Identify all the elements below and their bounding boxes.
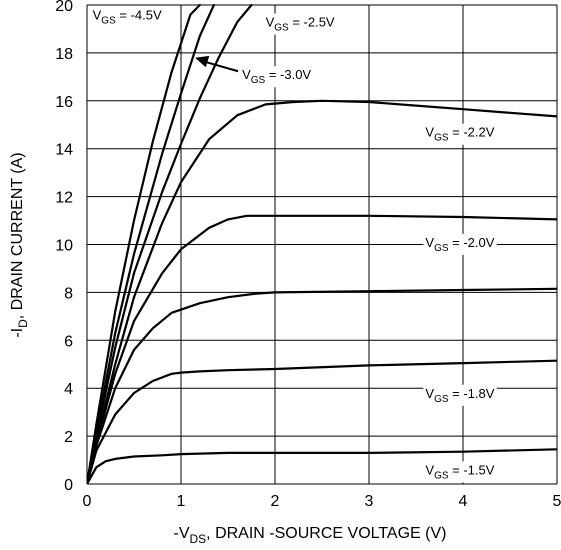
y-tick-label: 16 (55, 94, 73, 111)
y-tick-label: 14 (55, 142, 73, 159)
curve-label-vgs_m1_5: VGS = -1.5V (425, 462, 494, 481)
curve-label-bg (90, 6, 164, 28)
curve-vgs_m1_5 (87, 448, 557, 484)
curve-label-bg (263, 13, 337, 35)
curve-label-vgs_m2_5: VGS = -2.5V (266, 15, 335, 34)
curve-label-bg (423, 384, 497, 406)
y-tick-label: 12 (55, 190, 73, 207)
y-tick-label: 2 (64, 429, 73, 446)
curve-label-bg (240, 66, 314, 88)
curve-vgs_m2_0 (87, 214, 557, 484)
y-tick-label: 6 (64, 333, 73, 350)
y-tick-label: 20 (55, 0, 73, 15)
y-tick-label: 8 (64, 285, 73, 302)
curve-label-bg (423, 461, 497, 483)
chart-curves (87, 4, 557, 484)
annotation-arrow-head (195, 55, 210, 68)
annotation-arrow-line (200, 59, 239, 73)
y-axis-title: -ID, DRAIN CURRENT (A) (9, 152, 30, 337)
x-tick-label: 0 (83, 493, 92, 510)
x-tick-label: 5 (553, 493, 561, 510)
curve-labels: VGS = -4.5V VGS = -2.5V VGS = -3.0V VGS = -… (90, 6, 497, 483)
curve-vgs_m1_6 (87, 359, 557, 484)
curve-vgs_m3_0 (87, 4, 215, 484)
x-tick-label: 2 (271, 493, 280, 510)
curve-label-vgs_m4_5: VGS = -4.5V (93, 7, 162, 26)
x-tick-label: 4 (459, 493, 468, 510)
curve-label-vgs_m3_0: VGS = -3.0V (242, 67, 311, 86)
y-tick-label: 10 (55, 238, 73, 255)
y-tick-label: 18 (55, 46, 73, 63)
curve-vgs_m2_5 (87, 4, 253, 484)
curve-label-vgs_m1_8: VGS = -1.8V (425, 386, 494, 405)
chart-grid (86, 4, 558, 485)
y-tick-label: 4 (64, 381, 73, 398)
x-tick-label: 1 (177, 493, 186, 510)
curve-label-bg (423, 233, 497, 255)
curve-label-vgs_m2_2: VGS = -2.2V (425, 125, 494, 144)
curve-label-bg (423, 123, 497, 145)
curve-vgs_m1_8 (87, 287, 557, 484)
y-tick-label: 0 (64, 477, 73, 494)
curve-vgs_m4_5 (87, 4, 201, 484)
x-axis-title: -VDS, DRAIN -SOURCE VOLTAGE (V) (174, 525, 447, 546)
curve-vgs_m2_2 (87, 99, 557, 484)
curve-label-vgs_m2_0: VGS = -2.0V (425, 235, 494, 254)
x-tick-label: 3 (365, 493, 374, 510)
